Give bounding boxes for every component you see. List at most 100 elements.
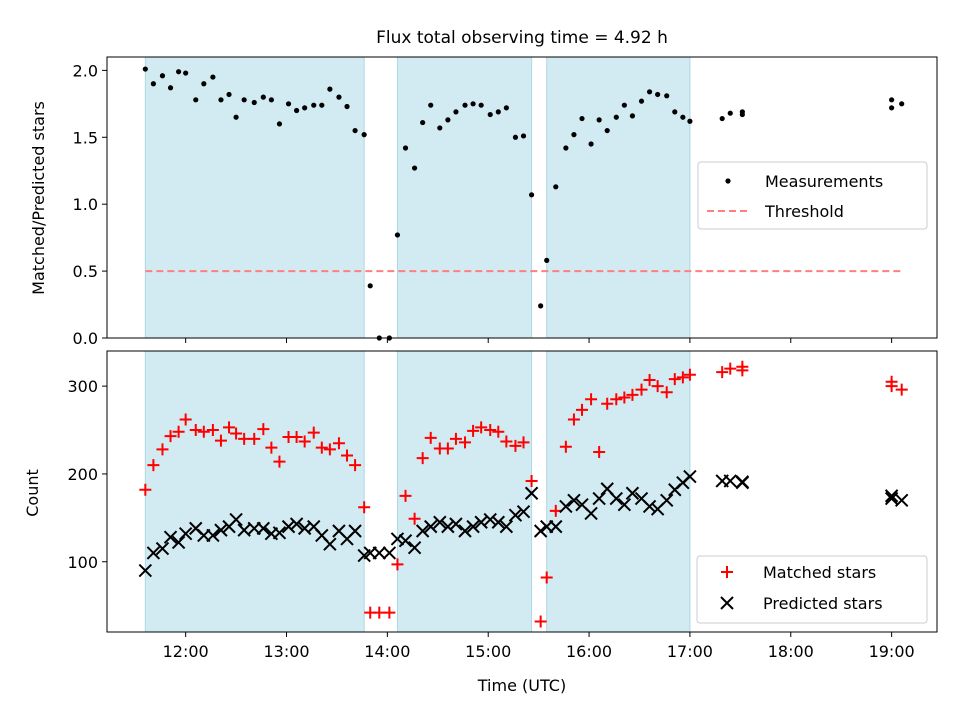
matched-stars-point (206, 424, 219, 437)
matched-stars-point (230, 427, 243, 440)
matched-stars-point (559, 440, 572, 453)
matched-stars-point (492, 425, 505, 438)
measurements-point (453, 109, 459, 115)
measurements-point (613, 114, 619, 120)
matched-stars-point (298, 435, 311, 448)
y-tick-label: 0.0 (73, 329, 98, 348)
measurements-point (411, 165, 418, 171)
measurements-point (588, 141, 594, 147)
predicted-stars-point (281, 519, 296, 534)
measurements-point (487, 111, 493, 118)
predicted-stars-point (398, 533, 413, 548)
matched-stars-point (214, 434, 227, 447)
legend-label-measurements: Measurements (765, 172, 883, 191)
measurements-point (528, 192, 535, 198)
x-tick-label: 12:00 (163, 642, 209, 661)
measurements-point (311, 102, 317, 108)
matched-stars-point (626, 388, 639, 401)
x-tick-label: 15:00 (465, 642, 511, 661)
measurements-point (470, 101, 476, 107)
measurements-point (478, 102, 484, 108)
predicted-stars-point (372, 546, 387, 560)
matched-stars-point (273, 455, 286, 468)
measurements-point (402, 145, 409, 151)
matched-stars-point (724, 362, 737, 375)
predicted-stars-point (146, 546, 161, 560)
matched-stars-point (373, 606, 386, 619)
ratio-legend: Measurements Threshold (697, 161, 928, 230)
observing-interval-1 (144, 56, 365, 339)
measurements-point (302, 105, 308, 111)
matched-stars-point (189, 424, 202, 437)
y-tick-label: 1.5 (73, 128, 98, 147)
predicted-stars-point (171, 535, 186, 550)
ratio-panel: 0.0 0.5 1.0 1.5 2.0 Matched/Predicted stars (29, 56, 938, 348)
predicted-stars-point (382, 546, 397, 560)
matched-stars-point (197, 425, 210, 438)
predicted-stars-point (138, 563, 153, 578)
measurements-point (260, 94, 266, 100)
predicted-stars-point (660, 493, 674, 507)
measurements-point (889, 105, 895, 111)
measurements-point (319, 102, 325, 108)
predicted-stars-point (625, 486, 640, 500)
measurements-point (226, 91, 232, 98)
measurements-point (544, 257, 550, 263)
predicted-stars-point (642, 499, 657, 514)
y-tick-label: 200 (67, 465, 98, 484)
measurements-point (285, 101, 292, 107)
predicted-stars-point (323, 537, 337, 551)
legend-marker-matched-stars (721, 566, 733, 578)
measurements-point (687, 118, 693, 124)
predicted-stars-point (272, 526, 287, 540)
measurements-point (553, 184, 559, 190)
legend-label-matched-stars: Matched stars (763, 563, 876, 582)
matched-stars-point (307, 426, 320, 439)
matched-stars-point (156, 443, 169, 456)
legend-marker-measurements (725, 178, 731, 184)
predicted-stars-point (163, 530, 178, 544)
matched-stars-point (147, 459, 160, 472)
measurements-point (538, 303, 544, 309)
count-panel: 100 200 300 12:00 13:00 14:00 15:00 16:00 17:00 1… (23, 350, 938, 695)
predicted-stars-point (433, 515, 447, 529)
matched-stars-point (179, 413, 192, 426)
measurements-point (233, 114, 239, 120)
predicted-stars-point (229, 512, 243, 527)
predicted-stars-point (449, 517, 463, 531)
matched-stars-point (683, 368, 696, 381)
measurements-point (727, 110, 733, 116)
matched-stars-point (383, 606, 396, 619)
ratio-axis-ticks: 0.0 0.5 1.0 1.5 2.0 (73, 61, 893, 348)
legend-label-threshold: Threshold (764, 202, 844, 221)
measurements-point (193, 97, 199, 103)
predicted-stars-point (178, 526, 193, 541)
matched-stars-point (635, 383, 648, 396)
measurements-point (571, 132, 577, 138)
measurements-point (159, 73, 166, 79)
matched-stars-point (172, 425, 185, 438)
matched-stars-point (399, 489, 412, 502)
measurements-point (680, 114, 686, 120)
matched-stars-point (315, 441, 328, 454)
matched-stars-point (257, 423, 270, 436)
matched-stars-point (416, 452, 429, 465)
matched-stars-point (509, 439, 522, 452)
matched-stars-point (676, 371, 689, 384)
observing-intervals (144, 350, 691, 633)
count-axis-ticks: 100 200 300 12:00 13:00 14:00 15:00 16:00 17:00 1… (67, 377, 914, 661)
predicted-stars-point (617, 497, 632, 512)
measurements-point (646, 89, 653, 95)
measurements-point (503, 105, 509, 111)
measurements-point (563, 145, 569, 151)
predicted-stars-point (289, 517, 304, 531)
predicted-stars-point (516, 504, 531, 519)
matched-stars-point (540, 571, 553, 584)
predicted-stars-point (491, 515, 506, 529)
y-tick-label: 2.0 (73, 61, 98, 80)
measurements-point (367, 283, 373, 289)
legend-marker-predicted-stars (720, 596, 734, 610)
measurements-point (889, 97, 895, 103)
predicted-stars-point (884, 489, 899, 503)
predicted-stars-point (407, 540, 422, 555)
